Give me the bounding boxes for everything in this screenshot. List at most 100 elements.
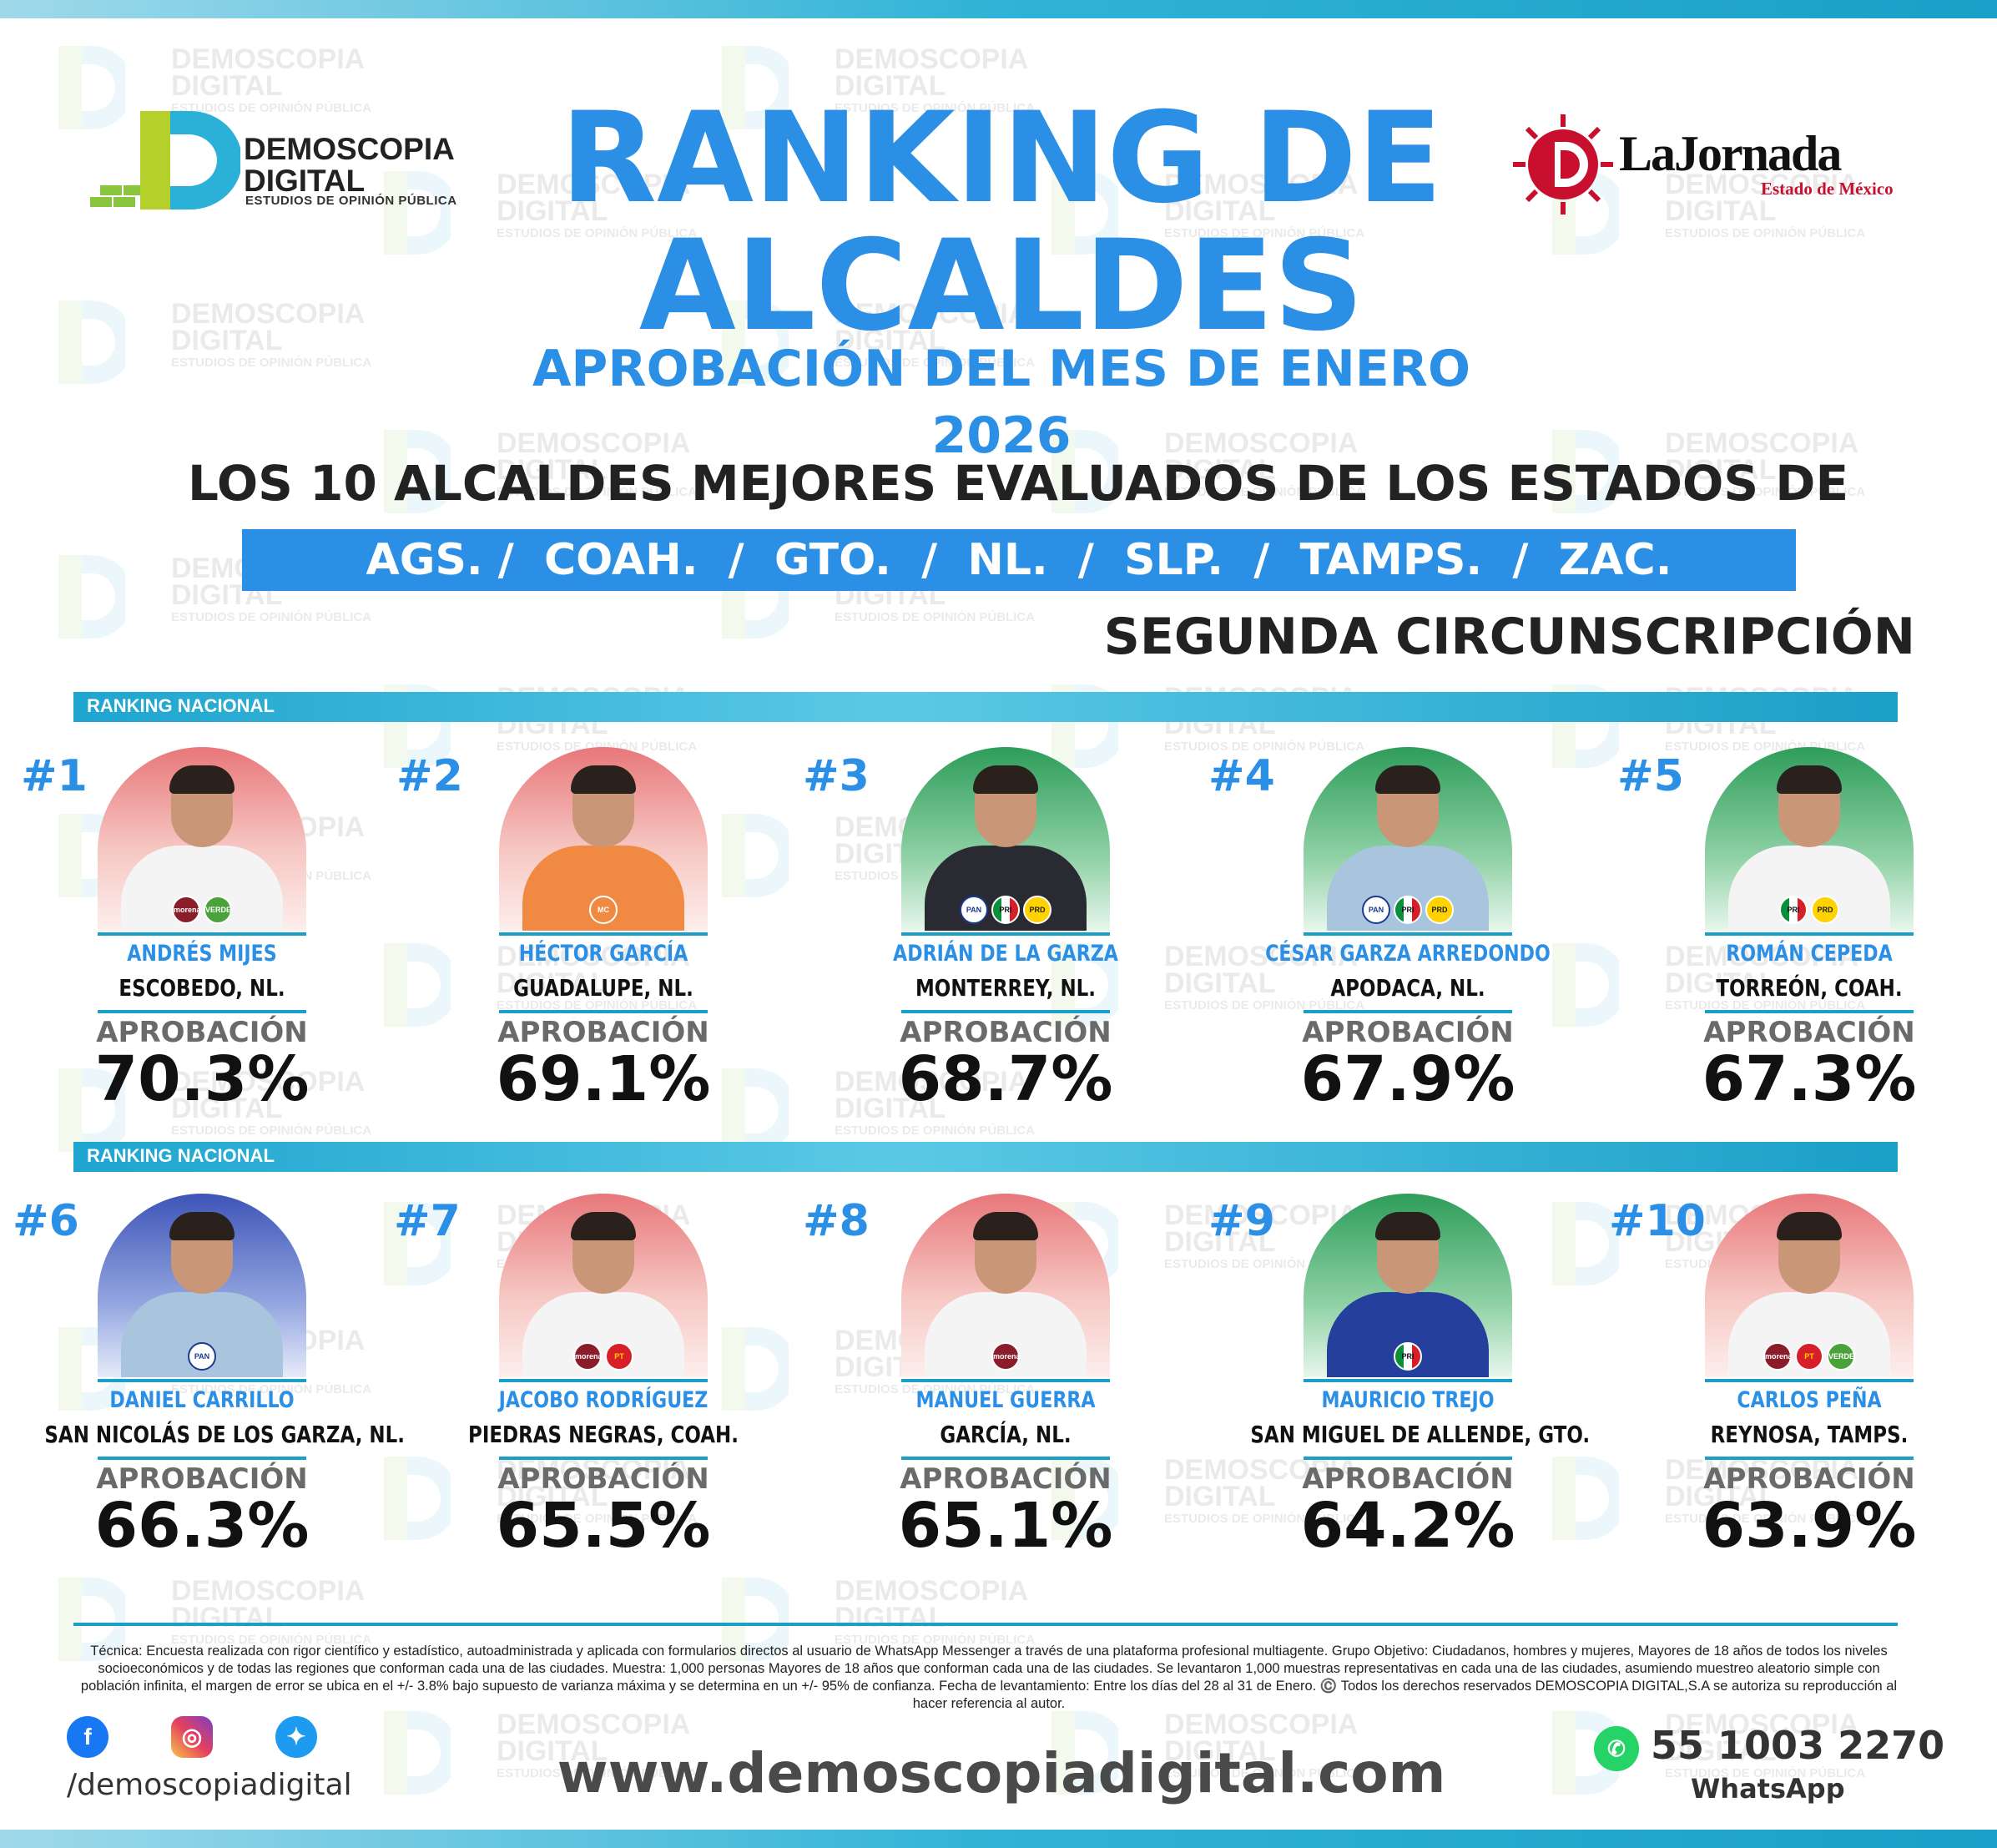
watermark-logo-icon xyxy=(58,46,125,129)
watermark-line1: DEMOSCOPIA xyxy=(1665,427,1859,459)
separator-line xyxy=(98,932,306,936)
watermark-sub: ESTUDIOS DE OPINIÓN PÚBLICA xyxy=(835,356,1036,370)
watermark-logo-icon xyxy=(58,1068,125,1152)
party-badge-prd-icon: PRD xyxy=(1023,896,1051,924)
watermark-sub: ESTUDIOS DE OPINIÓN PÚBLICA xyxy=(171,356,372,370)
watermark-line2: DIGITAL xyxy=(171,1093,283,1124)
watermark-line1: DEMOSCOPIA xyxy=(835,43,1029,75)
approval-label: APROBACIÓN xyxy=(900,1016,1112,1049)
approval-label: APROBACIÓN xyxy=(1703,1016,1915,1049)
watermark-logo-icon xyxy=(1051,1457,1118,1540)
separator-line xyxy=(499,1379,708,1382)
mayor-name: DANIEL CARRILLO xyxy=(109,1387,295,1413)
watermark-sub: ESTUDIOS DE OPINIÓN PÚBLICA xyxy=(1665,1512,1866,1526)
instagram-icon[interactable]: ◎ xyxy=(171,1716,213,1758)
watermark-line1: DEMOSCOPIA xyxy=(835,1575,1029,1607)
mayor-name: MANUEL GUERRA xyxy=(915,1387,1096,1413)
watermark-line2: DIGITAL xyxy=(1665,1481,1777,1512)
whatsapp-icon[interactable]: ✆ xyxy=(1594,1726,1639,1771)
approval-value: 65.1% xyxy=(898,1490,1113,1562)
approval-value: 66.3% xyxy=(94,1490,310,1562)
watermark-logo-icon xyxy=(722,1068,789,1152)
whatsapp-label: WhatsApp xyxy=(1691,1773,1845,1805)
mayor-name: CÉSAR GARZA ARREDONDO xyxy=(1265,941,1551,967)
watermark-line2: DIGITAL xyxy=(1164,1481,1276,1512)
mayor-photo: MC xyxy=(499,747,708,931)
party-badges: morena PT xyxy=(499,1342,708,1371)
watermark-line1: DEMOSCOPIA xyxy=(171,1575,366,1607)
watermark-line2: DIGITAL xyxy=(1164,195,1276,227)
watermark-line2: DIGITAL xyxy=(171,1602,283,1633)
watermark-sub: ESTUDIOS DE OPINIÓN PÚBLICA xyxy=(171,1123,372,1138)
twitter-icon[interactable]: ✦ xyxy=(275,1716,317,1758)
watermark-line2: DIGITAL xyxy=(497,195,608,227)
la-jornada-sun-icon xyxy=(1513,114,1613,215)
rank-number: #7 xyxy=(394,1196,461,1246)
watermark-line2: DIGITAL xyxy=(1164,1735,1276,1767)
mayor-name: MAURICIO TREJO xyxy=(1321,1387,1495,1413)
page-subtitle: APROBACIÓN DEL MES DE ENERO 2026 xyxy=(532,340,1471,465)
watermark-sub: ESTUDIOS DE OPINIÓN PÚBLICA xyxy=(497,998,698,1012)
party-badges: morena PT VERDE xyxy=(1705,1342,1914,1371)
watermark-line1: DEMOSCOPIA xyxy=(835,1066,1029,1098)
watermark-logo-icon xyxy=(384,943,451,1027)
social-handle[interactable]: /demoscopiadigital xyxy=(67,1768,352,1802)
watermark-line2: DIGITAL xyxy=(1665,195,1777,227)
states-heading: LOS 10 ALCALDES MEJORES EVALUADOS DE LOS… xyxy=(187,455,1849,512)
website-link[interactable]: www.demoscopiadigital.com xyxy=(557,1741,1446,1805)
party-badge-pri-icon: PRI xyxy=(991,896,1020,924)
watermark-line1: DEMOSCOPIA xyxy=(1665,1709,1859,1740)
approval-value: 67.3% xyxy=(1702,1043,1917,1115)
watermark-logo-icon xyxy=(1552,943,1619,1027)
rank-number: #6 xyxy=(13,1196,79,1246)
brand-name-line2: DIGITAL xyxy=(244,164,366,198)
party-badge-pri-icon: PRI xyxy=(1394,896,1422,924)
party-badge-morena-icon: morena xyxy=(172,896,201,924)
watermark-sub: ESTUDIOS DE OPINIÓN PÚBLICA xyxy=(497,1512,698,1526)
mayor-photo: PAN xyxy=(98,1194,306,1377)
party-badge-verde-icon: VERDE xyxy=(204,896,232,924)
watermark-logo-icon xyxy=(1552,1202,1619,1285)
watermark-logo-icon xyxy=(1051,1711,1118,1795)
watermark-line2: DIGITAL xyxy=(835,1602,946,1633)
approval-value: 65.5% xyxy=(496,1490,711,1562)
watermark-line2: DIGITAL xyxy=(835,1093,946,1124)
approval-label: APROBACIÓN xyxy=(1302,1462,1514,1496)
mayor-name: ANDRÉS MIJES xyxy=(127,941,277,967)
rank-number: #2 xyxy=(396,751,463,801)
approval-value: 70.3% xyxy=(94,1043,310,1115)
whatsapp-phone[interactable]: 55 1003 2270 xyxy=(1651,1723,1945,1768)
watermark-line2: DIGITAL xyxy=(835,325,946,356)
mayor-photo: morena PT xyxy=(499,1194,708,1377)
watermark-line1: DEMOSCOPIA xyxy=(1665,941,1859,972)
mayor-city: MONTERREY, NL. xyxy=(915,974,1097,1002)
watermark-line2: DIGITAL xyxy=(497,967,608,999)
watermark-logo-icon xyxy=(384,1457,451,1540)
demoscopia-logo-text: DEMOSCOPIA DIGITAL xyxy=(244,134,455,197)
separator-line xyxy=(901,1457,1110,1460)
la-jornada-subtitle: Estado de México xyxy=(1761,179,1894,199)
watermark-sub: ESTUDIOS DE OPINIÓN PÚBLICA xyxy=(497,485,698,499)
party-badges: PRI xyxy=(1304,1342,1512,1371)
watermark-line1: DEMOSCOPIA xyxy=(1164,1454,1359,1486)
party-badge-pri-icon: PRI xyxy=(1394,1342,1422,1371)
footer-divider xyxy=(73,1623,1898,1626)
watermark-logo-icon xyxy=(722,46,789,129)
party-badges: PAN PRI PRD xyxy=(901,896,1110,924)
approval-label: APROBACIÓN xyxy=(96,1016,308,1049)
party-badges: PRI PRD xyxy=(1705,896,1914,924)
rank-number: #10 xyxy=(1609,1196,1706,1246)
watermark-sub: ESTUDIOS DE OPINIÓN PÚBLICA xyxy=(1164,226,1365,240)
watermark-line1: DEMOSCOPIA xyxy=(1164,1199,1359,1231)
facebook-icon[interactable]: f xyxy=(67,1716,108,1758)
approval-value: 69.1% xyxy=(496,1043,711,1115)
separator-line xyxy=(901,1010,1110,1013)
watermark-line1: DEMOSCOPIA xyxy=(1665,1454,1859,1486)
